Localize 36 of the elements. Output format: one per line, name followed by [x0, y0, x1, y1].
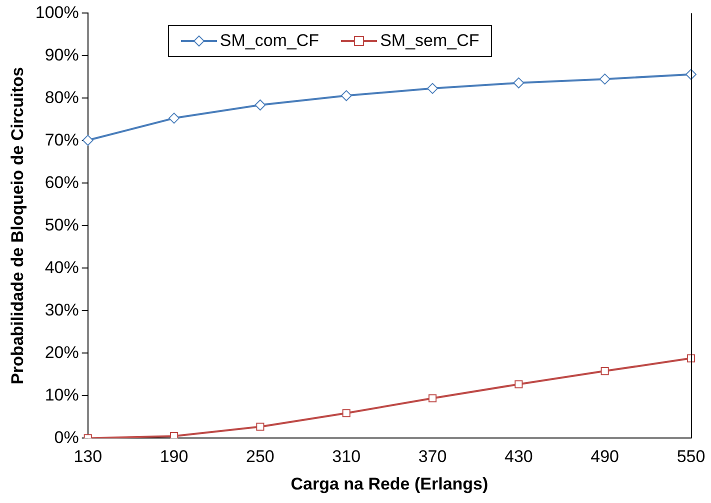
point — [170, 432, 178, 438]
y-tick-label: 20% — [44, 342, 79, 362]
y-tick-label: 90% — [44, 45, 79, 64]
point — [256, 422, 264, 431]
y-tick-label: 100% — [35, 2, 79, 22]
point — [600, 367, 609, 376]
point — [254, 100, 266, 110]
x-tick-label: 310 — [332, 447, 361, 466]
y-tick-label: 40% — [44, 258, 79, 277]
y-axis-title: Probabilidade de Bloqueio de Circuitos — [8, 67, 27, 384]
y-tick-label: 0% — [54, 428, 79, 447]
x-tick-label: 370 — [418, 447, 447, 466]
point — [513, 77, 524, 88]
y-tick-label: 30% — [44, 300, 79, 320]
y-tick-label: 80% — [44, 88, 79, 107]
x-tick-label: 490 — [590, 447, 620, 466]
point — [82, 134, 94, 146]
y-tick-label: 60% — [44, 172, 79, 192]
legend-label: SM_com_CF — [220, 31, 320, 52]
point — [428, 394, 437, 402]
point — [599, 74, 610, 85]
y-tick-label: 50% — [44, 215, 79, 234]
y-tick-label: 10% — [44, 385, 79, 404]
point — [168, 112, 180, 124]
x-tick-label: 190 — [160, 447, 188, 466]
point — [427, 82, 438, 94]
point — [514, 380, 523, 388]
x-tick-label: 550 — [676, 447, 706, 466]
legend-label: SM_sem_CF — [380, 31, 480, 52]
x-tick-label: 250 — [246, 447, 274, 466]
y-tick-label: 70% — [44, 130, 79, 150]
x-tick-label: 130 — [74, 447, 102, 466]
point — [340, 90, 352, 102]
point — [342, 409, 350, 418]
x-axis-title: Carga na Rede (Erlangs) — [290, 474, 488, 494]
x-tick-label: 430 — [504, 447, 533, 466]
